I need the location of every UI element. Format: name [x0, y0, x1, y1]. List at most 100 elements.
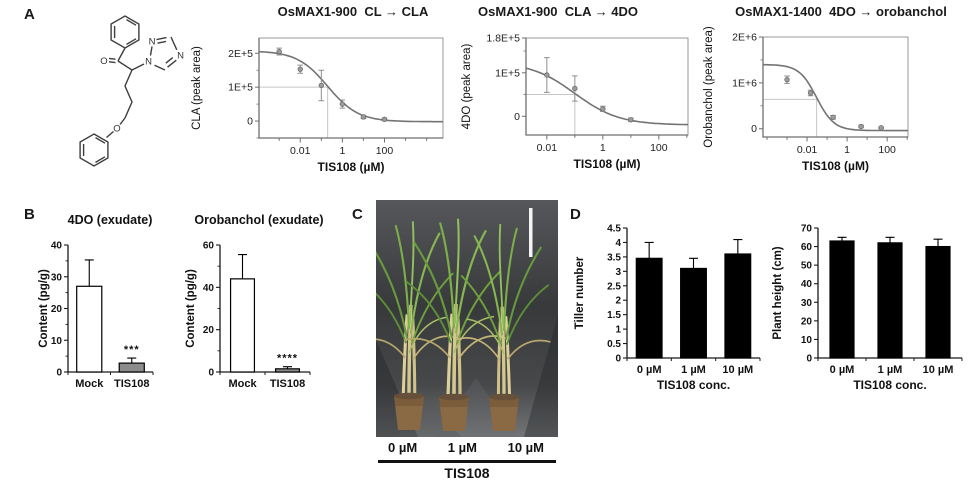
- svg-text:Orobanchol (peak area): Orobanchol (peak area): [703, 26, 715, 148]
- svg-text:60: 60: [801, 242, 813, 253]
- svg-text:Content (pg/g): Content (pg/g): [185, 269, 197, 348]
- svg-text:4.5: 4.5: [607, 224, 621, 235]
- label-10um: 10 µM: [507, 440, 544, 455]
- svg-text:1.5: 1.5: [607, 310, 621, 321]
- svg-text:0: 0: [806, 354, 812, 365]
- svg-text:Mock: Mock: [228, 378, 257, 390]
- atom-n1: N: [145, 57, 152, 68]
- svg-text:TIS108 (µM): TIS108 (µM): [802, 159, 869, 173]
- svg-text:20: 20: [51, 304, 63, 315]
- svg-text:10: 10: [51, 336, 63, 347]
- panel-c-label: C: [352, 206, 363, 223]
- svg-text:0: 0: [56, 368, 62, 379]
- svg-text:100: 100: [376, 145, 394, 157]
- rice-plants-photo: [376, 200, 558, 437]
- panel-b-label: B: [24, 206, 35, 223]
- svg-text:10 µM: 10 µM: [722, 364, 753, 376]
- svg-text:3.5: 3.5: [607, 252, 621, 263]
- chart-title-4do-exudate: 4DO (exudate): [67, 213, 153, 227]
- chart-title-cl-cla: OsMAX1-900 CL → CLA: [277, 4, 429, 19]
- svg-text:1E+6: 1E+6: [732, 77, 757, 89]
- treatment-underline: [378, 460, 556, 463]
- svg-text:0.01: 0.01: [290, 145, 311, 157]
- svg-text:Mock: Mock: [75, 378, 104, 390]
- chart-title-4do-oro: OsMAX1-1400 4DO → orobanchol: [735, 4, 947, 19]
- svg-text:20: 20: [801, 316, 813, 327]
- svg-text:Content (pg/g): Content (pg/g): [38, 269, 50, 348]
- svg-text:0.01: 0.01: [537, 142, 558, 154]
- svg-text:0 µM: 0 µM: [830, 364, 855, 376]
- panel-d-label: D: [570, 206, 581, 223]
- svg-text:2E+6: 2E+6: [732, 32, 757, 44]
- svg-text:100: 100: [650, 142, 668, 154]
- chart-dose-4do-oro: 0 1E+6 2E+6 0.01 1 100 TIS108 (µM) Orobanchol (…: [700, 24, 980, 197]
- chart-bar-4do: 0 10 20 30 40 Mock *** TIS108 Content (pg/g): [36, 232, 184, 401]
- chart-title-orobanchol-exudate: Orobanchol (exudate): [194, 213, 324, 227]
- svg-text:100: 100: [878, 144, 896, 156]
- scale-bar: [529, 208, 533, 257]
- svg-text:****: ****: [277, 353, 298, 365]
- panel-a-label: A: [24, 6, 35, 23]
- svg-text:1 µM: 1 µM: [878, 364, 903, 376]
- svg-text:10: 10: [801, 335, 813, 346]
- svg-text:30: 30: [801, 298, 813, 309]
- svg-text:1E+5: 1E+5: [495, 67, 520, 79]
- svg-text:CLA (peak area): CLA (peak area): [191, 46, 203, 130]
- svg-text:0: 0: [751, 123, 757, 135]
- svg-text:TIS108: TIS108: [114, 378, 149, 390]
- svg-text:0: 0: [208, 368, 214, 379]
- svg-text:4DO (peak area): 4DO (peak area): [461, 44, 473, 130]
- svg-text:2.5: 2.5: [607, 281, 621, 292]
- svg-text:2: 2: [615, 296, 621, 307]
- phenyl-ring-bottom: [79, 133, 109, 167]
- svg-text:70: 70: [801, 224, 813, 235]
- atom-o-carbonyl: O: [100, 56, 107, 67]
- svg-text:10 µM: 10 µM: [923, 364, 954, 376]
- svg-text:40: 40: [51, 241, 63, 252]
- chart-bar-orobanchol: 0 20 40 60 Mock **** TIS108 Content (pg/g): [183, 232, 335, 401]
- svg-text:TIS108: TIS108: [270, 378, 305, 390]
- svg-text:1 µM: 1 µM: [681, 364, 706, 376]
- svg-text:20: 20: [203, 325, 215, 336]
- label-0um: 0 µM: [388, 440, 418, 455]
- chart-title-cla-4do: OsMAX1-900 CLA → 4DO: [478, 4, 638, 19]
- svg-text:TIS108 conc.: TIS108 conc.: [853, 378, 926, 392]
- svg-text:1: 1: [339, 145, 345, 157]
- svg-text:TIS108 (µM): TIS108 (µM): [574, 157, 641, 171]
- chart-dose-cla-4do: 0 1E+5 1.8E+5 0.01 1 100 TIS108 (µM) 4DO (peak …: [458, 24, 692, 197]
- svg-text:30: 30: [51, 272, 63, 283]
- chart-dose-cl-cla: 0 1E+5 2E+5 0.01 1 100 TIS108 (µM) CLA (peak ar…: [188, 24, 460, 197]
- svg-text:60: 60: [203, 241, 215, 252]
- tis108-structure: O N N N O: [79, 15, 184, 167]
- svg-text:TIS108 (µM): TIS108 (µM): [318, 160, 385, 174]
- svg-text:1: 1: [600, 142, 606, 154]
- svg-text:50: 50: [801, 261, 813, 272]
- svg-text:2E+5: 2E+5: [228, 48, 253, 60]
- label-1um: 1 µM: [447, 440, 477, 455]
- svg-text:0.5: 0.5: [607, 339, 621, 350]
- svg-text:Plant height (cm): Plant height (cm): [772, 246, 784, 339]
- concentration-labels: 0 µM 1 µM 10 µM: [376, 440, 558, 455]
- svg-text:TIS108 conc.: TIS108 conc.: [657, 378, 730, 392]
- svg-text:0: 0: [514, 111, 520, 123]
- svg-text:***: ***: [124, 344, 140, 356]
- svg-text:1: 1: [615, 325, 621, 336]
- svg-text:4: 4: [615, 238, 621, 249]
- svg-text:0: 0: [247, 116, 253, 128]
- svg-text:1: 1: [844, 144, 850, 156]
- svg-text:Tiller number: Tiller number: [574, 256, 586, 329]
- atom-n2: N: [149, 37, 156, 48]
- svg-text:40: 40: [801, 279, 813, 290]
- atom-o-ether: O: [113, 124, 120, 135]
- chart-bar-tiller-number: 0 0.5 1 1.5 2 2.5 3 3.5 4 4.5 0 µM 1 µM 10 µM TIS108 …: [572, 214, 780, 397]
- svg-text:1.8E+5: 1.8E+5: [486, 33, 520, 45]
- svg-text:0 µM: 0 µM: [637, 364, 662, 376]
- svg-text:40: 40: [203, 283, 215, 294]
- svg-text:1E+5: 1E+5: [228, 82, 253, 94]
- svg-text:3: 3: [615, 267, 621, 278]
- svg-text:0: 0: [615, 354, 621, 365]
- svg-text:0.01: 0.01: [797, 144, 818, 156]
- atom-n4: N: [177, 51, 184, 62]
- chart-bar-plant-height: 0 10 20 30 40 50 60 70 0 µM 1 µM 10 µM TIS108 conc.…: [770, 214, 975, 397]
